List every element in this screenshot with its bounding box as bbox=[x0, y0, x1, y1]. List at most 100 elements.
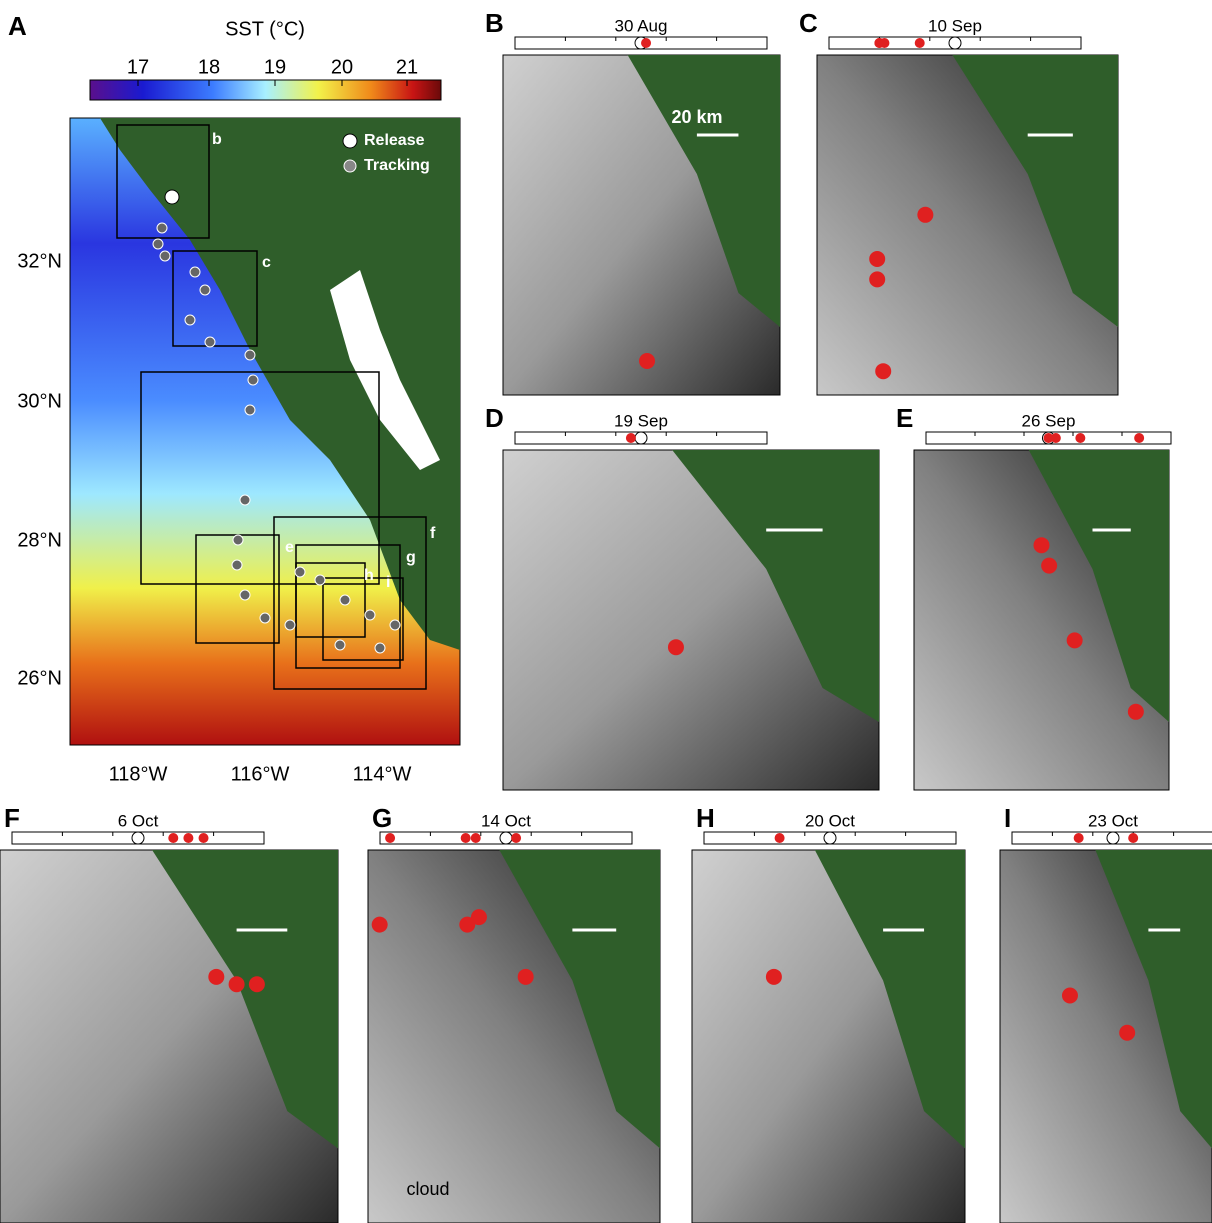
box-label: c bbox=[262, 254, 271, 271]
timeline-fish bbox=[1051, 433, 1061, 443]
timeline-fish bbox=[183, 833, 193, 843]
date-label: 10 Sep bbox=[928, 16, 982, 35]
fish-position bbox=[249, 976, 265, 992]
timeline-now bbox=[824, 832, 836, 844]
colorbar-tick-label: 21 bbox=[396, 56, 418, 78]
fish-position bbox=[1119, 1025, 1135, 1041]
timeline-fish bbox=[775, 833, 785, 843]
date-label: 6 Oct bbox=[118, 811, 159, 830]
date-label: 30 Aug bbox=[615, 16, 668, 35]
tracking-point bbox=[315, 575, 325, 585]
date-label: 19 Sep bbox=[614, 411, 668, 430]
timeline-fish bbox=[915, 38, 925, 48]
tracking-point bbox=[240, 495, 250, 505]
lat-label: 28°N bbox=[17, 529, 62, 551]
fish-position bbox=[229, 976, 245, 992]
lon-label: 116°W bbox=[231, 763, 290, 785]
tracking-point bbox=[185, 315, 195, 325]
timeline-now bbox=[500, 832, 512, 844]
panel-letter: C bbox=[799, 8, 818, 38]
timeline-now bbox=[949, 37, 961, 49]
tracking-point bbox=[340, 595, 350, 605]
tracking-point bbox=[157, 223, 167, 233]
fish-position bbox=[668, 639, 684, 655]
tracking-point bbox=[375, 643, 385, 653]
tracking-point bbox=[153, 239, 163, 249]
box-label: b bbox=[212, 131, 222, 148]
fish-position bbox=[471, 909, 487, 925]
panel-letter: I bbox=[1004, 803, 1011, 833]
box-label: e bbox=[285, 539, 294, 556]
panel-letter: A bbox=[8, 11, 27, 41]
box-label: g bbox=[406, 549, 416, 566]
fish-position bbox=[518, 969, 534, 985]
date-label: 20 Oct bbox=[805, 811, 855, 830]
panel-letter: H bbox=[696, 803, 715, 833]
fish-position bbox=[208, 969, 224, 985]
fish-position bbox=[869, 251, 885, 267]
tracking-point bbox=[232, 560, 242, 570]
legend-label: Release bbox=[364, 132, 425, 149]
fish-position bbox=[372, 917, 388, 933]
fish-position bbox=[1041, 558, 1057, 574]
release-symbol bbox=[343, 134, 357, 148]
tracking-symbol bbox=[344, 160, 356, 172]
fish-position bbox=[917, 207, 933, 223]
date-label: 23 Oct bbox=[1088, 811, 1138, 830]
lat-label: 26°N bbox=[17, 667, 62, 689]
colorbar-title: SST (°C) bbox=[225, 18, 305, 40]
figure: A SST (°C) 171819202132°N30°N28°N26°N118… bbox=[0, 0, 1212, 1223]
date-label: 14 Oct bbox=[481, 811, 531, 830]
timeline-now bbox=[132, 832, 144, 844]
tracking-point bbox=[390, 620, 400, 630]
fish-position bbox=[869, 271, 885, 287]
date-label: 26 Sep bbox=[1022, 411, 1076, 430]
colorbar-tick-label: 19 bbox=[264, 56, 286, 78]
tracking-point bbox=[248, 375, 258, 385]
scale-bar-label: 20 km bbox=[671, 107, 722, 127]
fish-position bbox=[639, 353, 655, 369]
colorbar-tick-label: 17 bbox=[127, 56, 149, 78]
box-label: i bbox=[386, 574, 390, 591]
tracking-point bbox=[245, 405, 255, 415]
panel-letter: B bbox=[485, 8, 504, 38]
lon-label: 118°W bbox=[109, 763, 168, 785]
timeline-fish bbox=[1074, 833, 1084, 843]
timeline-fish bbox=[385, 833, 395, 843]
cloud-label: cloud bbox=[406, 1179, 449, 1199]
panel-letter: E bbox=[896, 403, 913, 433]
panel-letter: F bbox=[4, 803, 20, 833]
lat-label: 32°N bbox=[17, 250, 62, 272]
timeline-fish bbox=[879, 38, 889, 48]
tracking-point bbox=[200, 285, 210, 295]
timeline-fish bbox=[461, 833, 471, 843]
tracking-point bbox=[190, 267, 200, 277]
timeline-fish bbox=[1075, 433, 1085, 443]
fish-position bbox=[766, 969, 782, 985]
fish-position bbox=[1128, 704, 1144, 720]
timeline-fish bbox=[1134, 433, 1144, 443]
timeline-fish bbox=[168, 833, 178, 843]
release-point bbox=[165, 190, 179, 204]
legend-label: Tracking bbox=[364, 157, 430, 174]
fish-position bbox=[1062, 987, 1078, 1003]
timeline-fish bbox=[626, 433, 636, 443]
tracking-point bbox=[160, 251, 170, 261]
timeline-fish bbox=[1128, 833, 1138, 843]
box-label: d bbox=[384, 387, 394, 404]
panel-letter: G bbox=[372, 803, 392, 833]
colorbar bbox=[90, 80, 441, 100]
timeline-fish bbox=[511, 833, 521, 843]
tracking-point bbox=[240, 590, 250, 600]
fish-position bbox=[875, 363, 891, 379]
panel-letter: D bbox=[485, 403, 504, 433]
fish-position bbox=[1034, 537, 1050, 553]
fish-position bbox=[1067, 632, 1083, 648]
colorbar-tick-label: 18 bbox=[198, 56, 220, 78]
tracking-point bbox=[205, 337, 215, 347]
box-label: h bbox=[364, 567, 374, 584]
timeline-now bbox=[635, 432, 647, 444]
tracking-point bbox=[285, 620, 295, 630]
tracking-point bbox=[245, 350, 255, 360]
page: {"panel_a":{"letter":"A","colorbar_title… bbox=[0, 0, 1212, 1223]
